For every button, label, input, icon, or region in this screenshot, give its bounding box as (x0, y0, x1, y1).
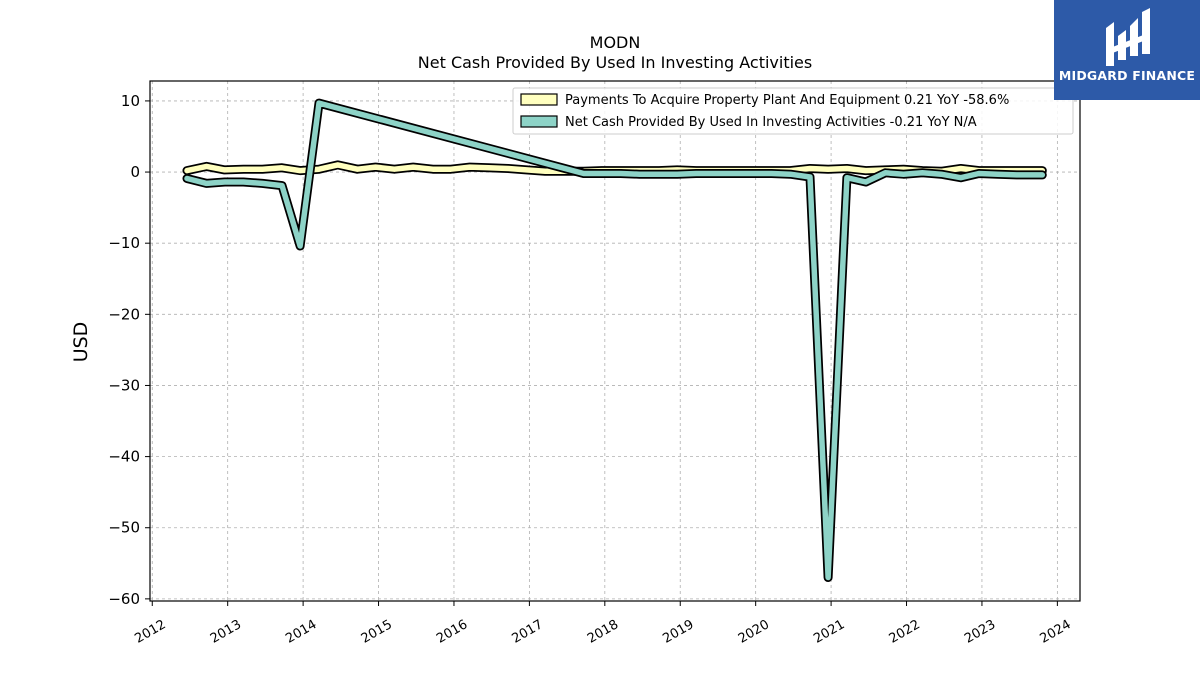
x-tick-label: 2014 (283, 617, 319, 647)
legend-label-capex: Payments To Acquire Property Plant And E… (565, 93, 1009, 108)
x-tick-label: 2018 (585, 617, 621, 647)
legend-swatch-investing (520, 115, 558, 128)
midgard-logo-icon (1106, 8, 1150, 66)
legend-label-investing: Net Cash Provided By Used In Investing A… (565, 115, 977, 130)
x-tick-label: 2013 (208, 617, 244, 647)
legend: Payments To Acquire Property Plant And E… (512, 87, 1074, 135)
chart-subtitle: Net Cash Provided By Used In Investing A… (418, 53, 812, 72)
y-tick-label: −20 (108, 305, 140, 323)
series-layer (182, 98, 1047, 582)
legend-swatch-capex (520, 93, 558, 106)
y-tick-label: −10 (108, 234, 140, 252)
y-tick-label: −60 (108, 590, 140, 608)
x-tick-label: 2024 (1038, 617, 1074, 647)
grid (150, 81, 1080, 601)
y-tick-label: 10 (121, 92, 140, 110)
x-tick-label: 2023 (962, 617, 998, 647)
x-tick-label: 2016 (434, 617, 470, 647)
x-tick-label: 2020 (736, 617, 772, 647)
x-tick-label: 2012 (132, 617, 168, 647)
brand-logo: MIDGARD FINANCE (1054, 0, 1200, 100)
x-tick-label: 2017 (510, 617, 546, 647)
brand-logo-text: MIDGARD FINANCE (1058, 68, 1196, 83)
x-tick-label: 2021 (811, 617, 847, 647)
x-tick-label: 2022 (887, 617, 923, 647)
y-tick-label: −50 (108, 519, 140, 537)
plot-frame (149, 80, 1081, 602)
x-tick-label: 2015 (359, 617, 395, 647)
chart-title: MODN (590, 33, 641, 52)
y-axis-title: USD (70, 322, 92, 363)
x-tick-label: 2019 (660, 617, 696, 647)
y-tick-label: −40 (108, 448, 140, 466)
y-tick-label: −30 (108, 376, 140, 394)
y-tick-label: 0 (130, 163, 140, 181)
legend-box (512, 87, 1074, 135)
series-1-line (184, 100, 1046, 581)
